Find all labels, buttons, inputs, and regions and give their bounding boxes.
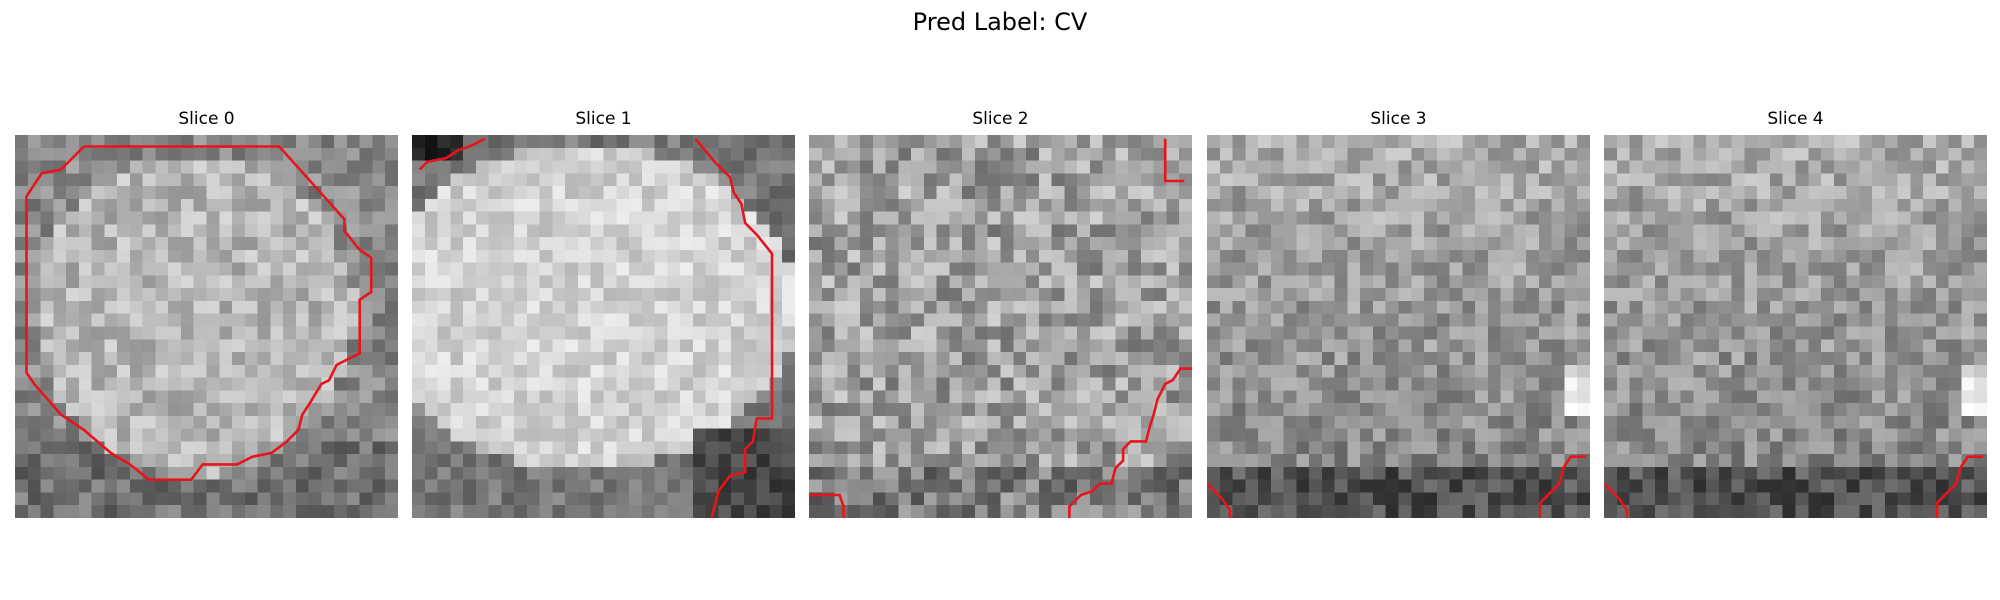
contour-overlay xyxy=(1207,455,1587,518)
contour-overlay xyxy=(418,137,774,518)
slice-title: Slice 3 xyxy=(1370,109,1427,129)
segmentation-contour xyxy=(809,493,845,518)
slice-pixels xyxy=(1604,135,1987,518)
slice-panel-2: Slice 2 xyxy=(809,109,1192,518)
figure-title: Pred Label: CV xyxy=(912,8,1088,36)
slice-pixels xyxy=(1207,135,1590,518)
slice-panel-1: Slice 1 xyxy=(412,109,795,518)
slice-pixels xyxy=(412,135,795,518)
contour-overlay xyxy=(25,145,373,482)
slice-panel-4: Slice 4 xyxy=(1604,109,1987,518)
slice-pixels xyxy=(809,135,1192,518)
contour-overlay xyxy=(1604,455,1984,518)
slice-image xyxy=(809,135,1192,518)
slice-pixels xyxy=(15,135,398,518)
slice-panel-3: Slice 3 xyxy=(1207,109,1590,518)
slice-image xyxy=(15,135,398,518)
segmentation-contour xyxy=(1604,482,1629,518)
segmentation-contour xyxy=(418,137,486,171)
slice-title: Slice 2 xyxy=(972,109,1029,129)
contour-overlay xyxy=(809,138,1192,518)
slice-panel-0: Slice 0 xyxy=(15,109,398,518)
slice-title: Slice 1 xyxy=(575,109,632,129)
slice-image xyxy=(1207,135,1590,518)
slice-image xyxy=(1604,135,1987,518)
slice-image xyxy=(412,135,795,518)
segmentation-contour xyxy=(1935,455,1984,518)
segmentation-contour xyxy=(694,137,774,518)
segmentation-contour xyxy=(1207,482,1232,518)
segmentation-contour xyxy=(25,145,373,482)
segmentation-contour xyxy=(1538,455,1587,518)
slice-title: Slice 0 xyxy=(178,109,235,129)
slice-title: Slice 4 xyxy=(1767,109,1824,129)
segmentation-contour xyxy=(1163,138,1185,183)
segmentation-contour xyxy=(1068,367,1192,518)
